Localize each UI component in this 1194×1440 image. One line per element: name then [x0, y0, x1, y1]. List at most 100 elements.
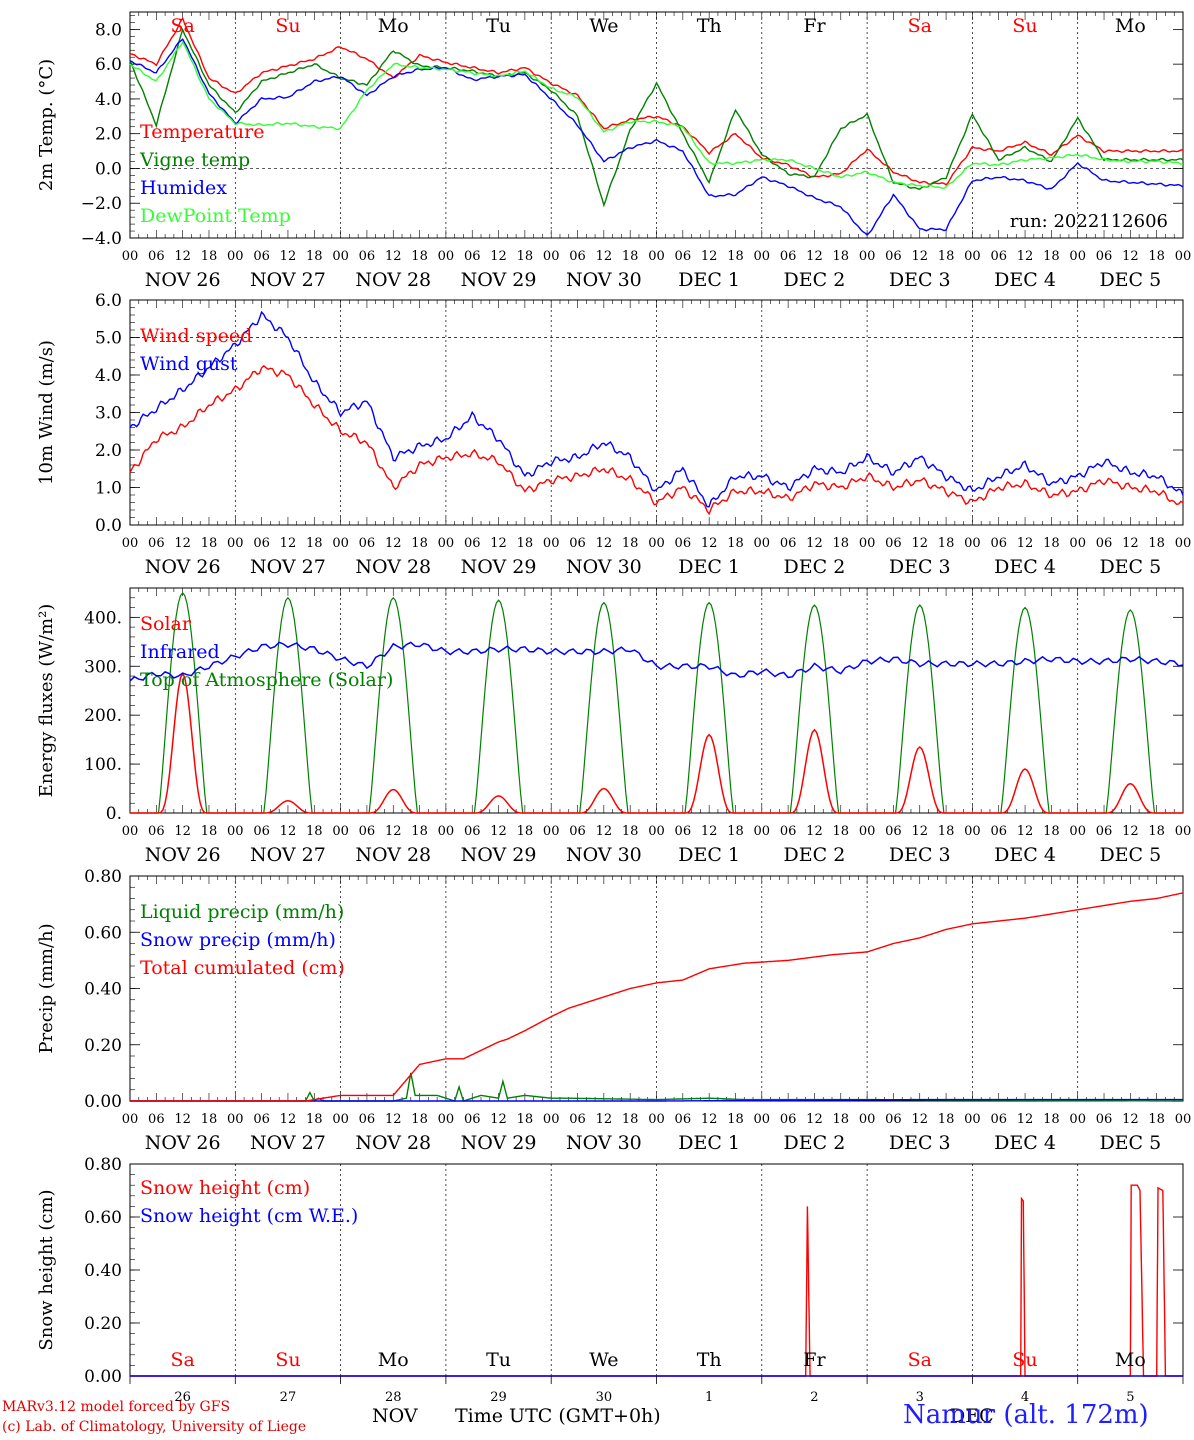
panel3-hour-label: 12: [174, 824, 191, 839]
panel4-hour-label: 00: [754, 1112, 771, 1127]
panel2-ytick-label: 0.0: [95, 516, 122, 536]
panel1-hour-label: 00: [122, 249, 139, 264]
panel3-day-label: DEC 4: [994, 844, 1056, 866]
panel4-day-label: NOV 30: [566, 1132, 642, 1154]
panel5-ytick-label: 0.60: [84, 1208, 122, 1228]
panel3-hour-label: 00: [227, 824, 244, 839]
panel3-hour-label: 12: [911, 824, 928, 839]
panel2-hour-label: 06: [675, 536, 692, 551]
bottom-weekday-label: Su: [275, 1349, 300, 1371]
panel1-ytick-label: 2.0: [95, 125, 122, 145]
panel1-hour-label: 12: [1017, 249, 1034, 264]
panel1-hour-label: 18: [833, 249, 850, 264]
panel2-hour-label: 06: [885, 536, 902, 551]
panel2-day-label: NOV 30: [566, 556, 642, 578]
panel4-hour-label: 00: [648, 1112, 665, 1127]
panel2-hour-label: 06: [569, 536, 586, 551]
panel4-hour-label: 12: [174, 1112, 191, 1127]
panel1-hour-label: 00: [648, 249, 665, 264]
panel1-day-label: DEC 3: [889, 269, 951, 291]
panel2-hour-label: 18: [727, 536, 744, 551]
panel1-hour-label: 00: [754, 249, 771, 264]
panel1-ytick-label: −2.0: [81, 194, 122, 214]
bottom-weekday-label: Sa: [170, 1349, 194, 1371]
panel4-day-label: NOV 26: [145, 1132, 221, 1154]
panel2-day-label: DEC 4: [994, 556, 1056, 578]
panel1-day-label: NOV 27: [250, 269, 326, 291]
panel4-hour-label: 00: [543, 1112, 560, 1127]
panel3-hour-label: 00: [648, 824, 665, 839]
panel1-hour-label: 00: [964, 249, 981, 264]
weekday-label: Tu: [486, 15, 511, 37]
panel1-hour-label: 12: [596, 249, 613, 264]
panel2-ytick-label: 3.0: [95, 404, 122, 424]
panel4-hour-label: 00: [122, 1112, 139, 1127]
panel4-hour-label: 18: [938, 1112, 955, 1127]
panel4-hour-label: 00: [859, 1112, 876, 1127]
panel1-hour-label: 06: [148, 249, 165, 264]
panel2-hour-label: 00: [1069, 536, 1086, 551]
bottom-weekday-label: Tu: [486, 1349, 511, 1371]
panel1-hour-label: 00: [332, 249, 349, 264]
panel3-day-label: NOV 30: [566, 844, 642, 866]
panel1-hour-label: 12: [490, 249, 507, 264]
weekday-label: Fr: [803, 15, 826, 37]
panel4-hour-label: 12: [1017, 1112, 1034, 1127]
panel1-day-label: NOV 29: [461, 269, 537, 291]
panel1-hour-label: 00: [227, 249, 244, 264]
day-number-label: 4: [1021, 1390, 1029, 1405]
month-label-dec: DEC: [950, 1405, 994, 1427]
panel4-hour-label: 06: [780, 1112, 797, 1127]
infrared-line: [129, 641, 1184, 682]
panel5-ytick-label: 0.00: [84, 1367, 122, 1387]
day-number-label: 1: [705, 1390, 713, 1405]
panel2-hour-label: 18: [1043, 536, 1060, 551]
panel4-day-label: DEC 2: [784, 1132, 846, 1154]
bottom-weekday-label: Mo: [1115, 1349, 1146, 1371]
panel4-hour-label: 06: [464, 1112, 481, 1127]
panel4-hour-label: 00: [964, 1112, 981, 1127]
panel1-hour-label: 12: [385, 249, 402, 264]
series-line-vigne-temp: [129, 27, 1184, 208]
panel1-hour-label: 18: [517, 249, 534, 264]
weekday-label: Su: [1012, 15, 1037, 37]
panel2-hour-label: 12: [1017, 536, 1034, 551]
panel3-ytick-label: 0.: [106, 804, 122, 824]
panel4-hour-label: 00: [1175, 1112, 1192, 1127]
panel1-hour-label: 18: [622, 249, 639, 264]
panel1-ytick-label: 4.0: [95, 90, 122, 110]
panel3-ytick-label: 400.: [84, 608, 122, 628]
panel3-hour-label: 12: [280, 824, 297, 839]
panel1-hour-label: 06: [464, 249, 481, 264]
panel3-hour-label: 00: [332, 824, 349, 839]
bottom-weekday-label: Fr: [803, 1349, 826, 1371]
day-number-label: 29: [490, 1390, 507, 1405]
panel2-hour-label: 00: [1175, 536, 1192, 551]
panel1-legend-entry: Temperature: [140, 121, 264, 143]
panel1-legend-entry: DewPoint Temp: [140, 205, 291, 227]
panel2-hour-label: 12: [596, 536, 613, 551]
panel4-hour-label: 18: [727, 1112, 744, 1127]
panel2-hour-label: 18: [201, 536, 218, 551]
panel5-legend-entry: Snow height (cm): [140, 1177, 310, 1199]
panel1-hour-label: 18: [1043, 249, 1060, 264]
panel5-ylabel: Snow height (cm): [36, 1189, 57, 1350]
panel3-hour-label: 06: [885, 824, 902, 839]
weekday-label: Sa: [170, 15, 194, 37]
panel1-day-label: DEC 2: [784, 269, 846, 291]
panel1-hour-label: 18: [938, 249, 955, 264]
panel1-hour-label: 12: [701, 249, 718, 264]
panel2-ytick-label: 6.0: [95, 291, 122, 311]
panel1-legend-entry: Humidex: [140, 177, 227, 199]
panel3-hour-label: 06: [675, 824, 692, 839]
panel2-hour-label: 06: [990, 536, 1007, 551]
panel4-hour-label: 06: [359, 1112, 376, 1127]
series-line-total-cumulated-cm-: [130, 892, 1184, 1102]
panel2-hour-label: 18: [517, 536, 534, 551]
panel3-hour-label: 00: [754, 824, 771, 839]
panel1-hour-label: 06: [990, 249, 1007, 264]
weekday-label: Su: [275, 15, 300, 37]
panel3-hour-label: 18: [1148, 824, 1165, 839]
panel3-hour-label: 18: [833, 824, 850, 839]
panel4-hour-label: 06: [1096, 1112, 1113, 1127]
